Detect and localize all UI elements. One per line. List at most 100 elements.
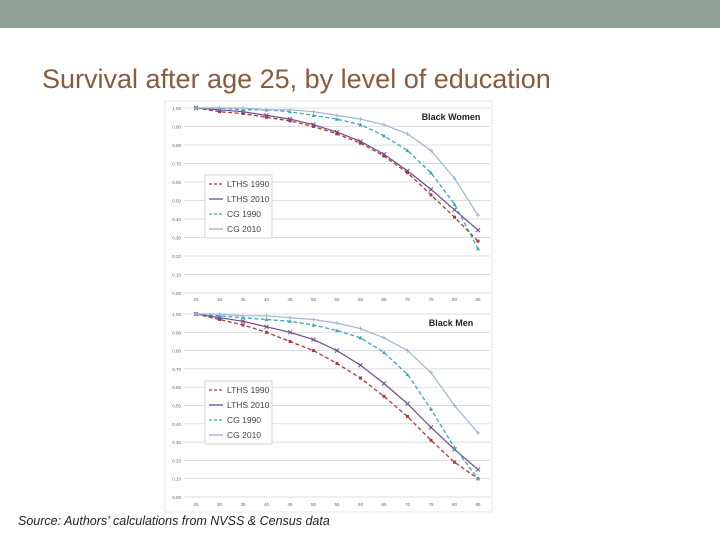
data-point: [476, 430, 480, 435]
data-point: [288, 107, 292, 112]
data-point: [311, 317, 316, 322]
y-tick-label: 0.80: [172, 143, 181, 148]
data-point: [381, 151, 387, 157]
y-tick-label: 0.40: [172, 217, 181, 222]
chart-panel-black-women: 0.00 0.10 0.20 0.30 0.40 0.50 0.60 0.70 0.80 0.90…: [172, 105, 490, 302]
x-tick-label: 75: [428, 297, 434, 302]
legend-entry: LTHS 2010: [227, 194, 270, 204]
source-note: Source: Authors' calculations from NVSS …: [18, 514, 330, 528]
x-tick-label: 60: [358, 297, 364, 302]
legend-entry: CG 1990: [227, 209, 261, 219]
legend-entry: CG 2010: [227, 430, 261, 440]
slide-title: Survival after age 25, by level of educa…: [42, 64, 551, 94]
y-tick-label: 1.00: [172, 106, 181, 111]
data-point: [405, 372, 410, 376]
data-point: [265, 115, 268, 119]
data-point: [429, 407, 433, 411]
data-point: [287, 329, 293, 335]
x-tick-label: 55: [334, 502, 340, 507]
x-tick-label: 30: [217, 297, 223, 302]
y-tick-label: 0.00: [172, 291, 181, 296]
y-tick-label: 0.70: [172, 162, 181, 167]
data-point: [264, 107, 269, 112]
data-point: [358, 138, 363, 144]
panel-title: Black Men: [429, 318, 474, 328]
data-point: [358, 362, 363, 368]
data-point: [217, 106, 222, 110]
data-point: [475, 227, 481, 233]
data-point: [358, 117, 363, 122]
data-point: [429, 170, 433, 175]
data-point: [288, 119, 292, 123]
data-point: [335, 113, 339, 118]
x-tick-label: 50: [311, 297, 317, 302]
data-point: [334, 129, 340, 135]
data-point: [241, 323, 245, 327]
y-tick-label: 0.80: [172, 349, 181, 354]
data-point: [428, 187, 434, 192]
data-point: [264, 317, 269, 322]
data-point: [311, 122, 316, 128]
data-point: [288, 339, 292, 343]
y-tick-label: 0.20: [172, 458, 181, 463]
data-point: [406, 171, 409, 175]
data-point: [264, 324, 269, 330]
data-point: [452, 202, 457, 206]
y-tick-label: 0.60: [172, 385, 181, 390]
data-point: [429, 148, 433, 153]
data-point: [311, 337, 316, 342]
data-point: [452, 176, 457, 181]
x-tick-label: 35: [240, 297, 246, 302]
x-tick-label: 45: [287, 502, 293, 507]
y-tick-label: 1.00: [172, 312, 181, 317]
data-point: [240, 318, 246, 324]
x-tick-label: 70: [405, 297, 411, 302]
data-point: [476, 476, 480, 481]
y-tick-label: 0.10: [172, 477, 181, 482]
y-tick-label: 0.50: [172, 199, 181, 204]
figure-frame: [164, 100, 493, 513]
data-point: [429, 438, 433, 442]
x-tick-label: 60: [358, 502, 364, 507]
data-point: [312, 125, 315, 128]
y-tick-label: 0.30: [172, 236, 181, 241]
data-point: [405, 131, 410, 136]
data-point: [358, 122, 363, 127]
x-tick-label: 50: [311, 502, 317, 507]
data-point: [429, 370, 433, 375]
x-tick-label: 85: [475, 502, 481, 507]
data-point: [405, 348, 410, 353]
data-point: [382, 350, 386, 355]
data-point: [264, 313, 269, 318]
data-point: [358, 326, 363, 331]
data-point: [382, 154, 386, 158]
legend-entry: LTHS 2010: [227, 400, 270, 410]
data-point: [453, 460, 456, 464]
data-point: [312, 349, 315, 353]
y-tick-label: 0.90: [172, 330, 181, 335]
x-tick-label: 65: [381, 297, 387, 302]
data-point: [475, 467, 481, 472]
y-tick-label: 0.60: [172, 180, 181, 185]
legend-box: [204, 174, 273, 239]
data-point: [359, 141, 362, 145]
data-point: [405, 401, 410, 407]
data-point: [452, 207, 457, 213]
data-point: [311, 113, 316, 117]
data-point: [335, 328, 339, 333]
y-tick-label: 0.90: [172, 125, 181, 130]
legend-entry: LTHS 1990: [227, 385, 270, 395]
data-point: [453, 215, 456, 219]
data-point: [265, 330, 268, 334]
data-point: [428, 425, 434, 430]
x-tick-label: 80: [452, 502, 458, 507]
data-point: [452, 403, 457, 408]
data-point: [218, 317, 221, 321]
data-point: [405, 148, 410, 153]
legend-entry: CG 1990: [227, 415, 261, 425]
x-tick-label: 40: [264, 297, 270, 302]
data-point: [382, 335, 386, 340]
top-band: [0, 0, 720, 28]
data-point: [194, 312, 198, 316]
